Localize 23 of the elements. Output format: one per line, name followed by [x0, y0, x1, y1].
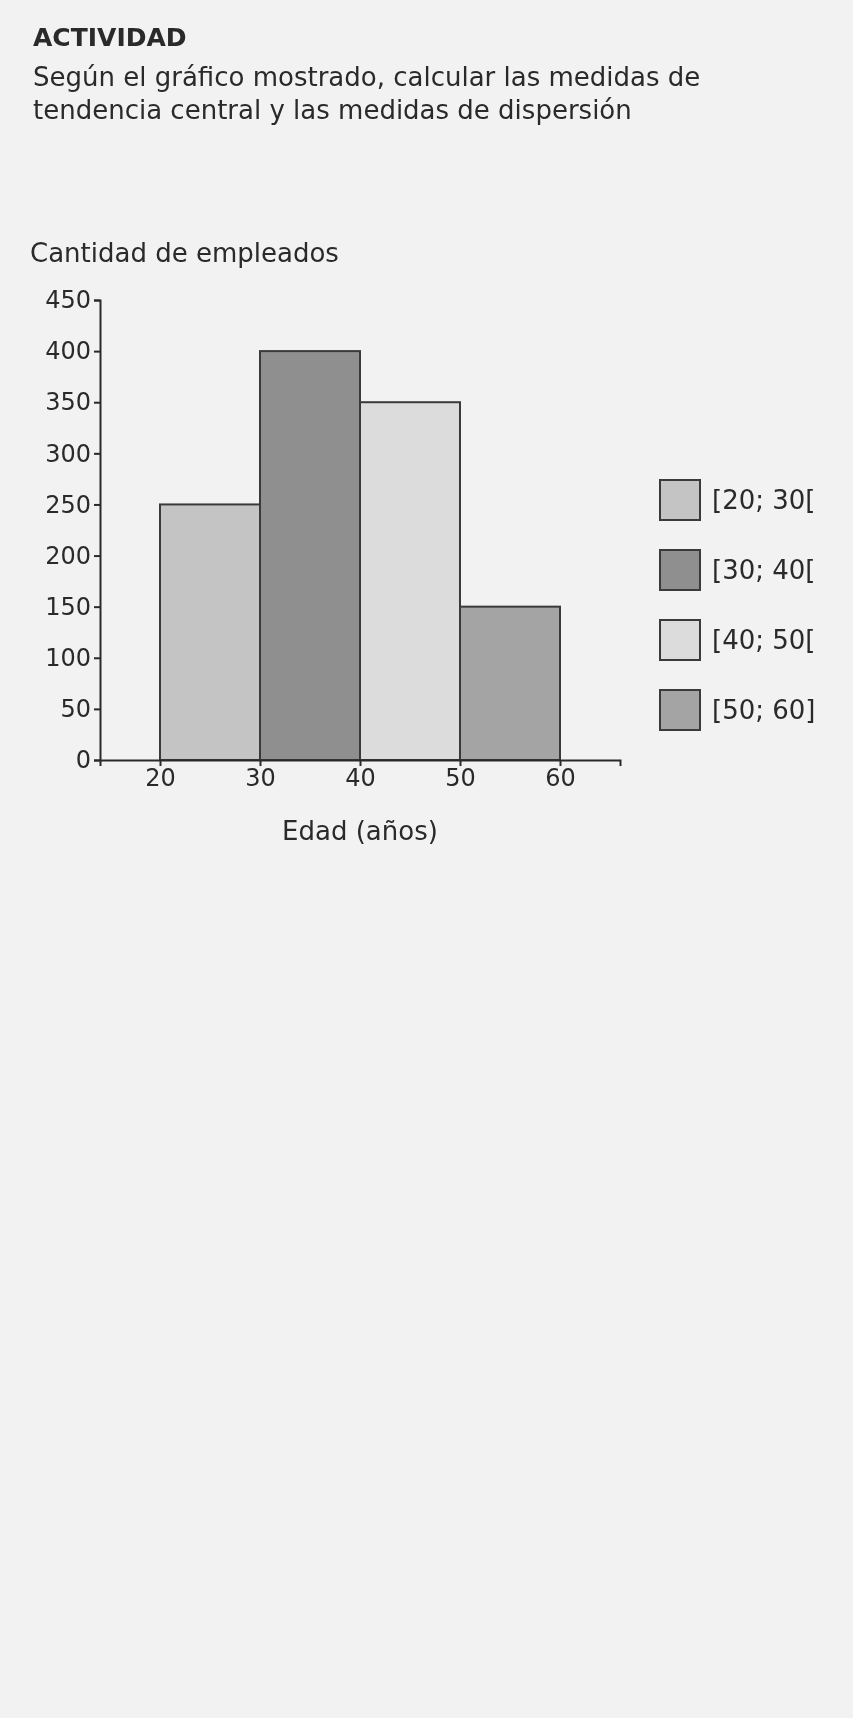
- y-tick-label: 200: [45, 541, 91, 570]
- x-tick-label: 20: [145, 764, 176, 793]
- x-axis-title: Edad (años): [282, 816, 438, 846]
- x-tick-label: 50: [445, 764, 476, 793]
- y-tick-label: 0: [75, 746, 91, 775]
- y-tick-label: 250: [45, 490, 91, 519]
- y-tick-label: 350: [45, 388, 91, 417]
- legend-label: [20; 30[: [712, 485, 816, 515]
- y-tick-label: 300: [45, 439, 91, 468]
- x-tick-label: 30: [245, 764, 276, 793]
- y-tick-label: 50: [60, 695, 91, 724]
- chart-title: ACTIVIDAD: [33, 23, 187, 52]
- y-axis-title: Cantidad de empleados: [30, 238, 339, 268]
- x-tick-label: 60: [545, 764, 576, 793]
- legend-label: [30; 40[: [712, 555, 816, 585]
- x-tick-label: 40: [345, 764, 376, 793]
- legend-label: [40; 50[: [712, 625, 816, 655]
- legend-label: [50; 60]: [712, 695, 816, 725]
- y-tick-label: 400: [45, 337, 91, 366]
- y-tick-label: 450: [45, 286, 91, 315]
- y-tick-label: 150: [45, 592, 91, 621]
- chart-subtitle: Según el gráfico mostrado, calcular las medidas de tendencia central y las medidas de dispersión: [33, 62, 701, 125]
- y-tick-label: 100: [45, 643, 91, 672]
